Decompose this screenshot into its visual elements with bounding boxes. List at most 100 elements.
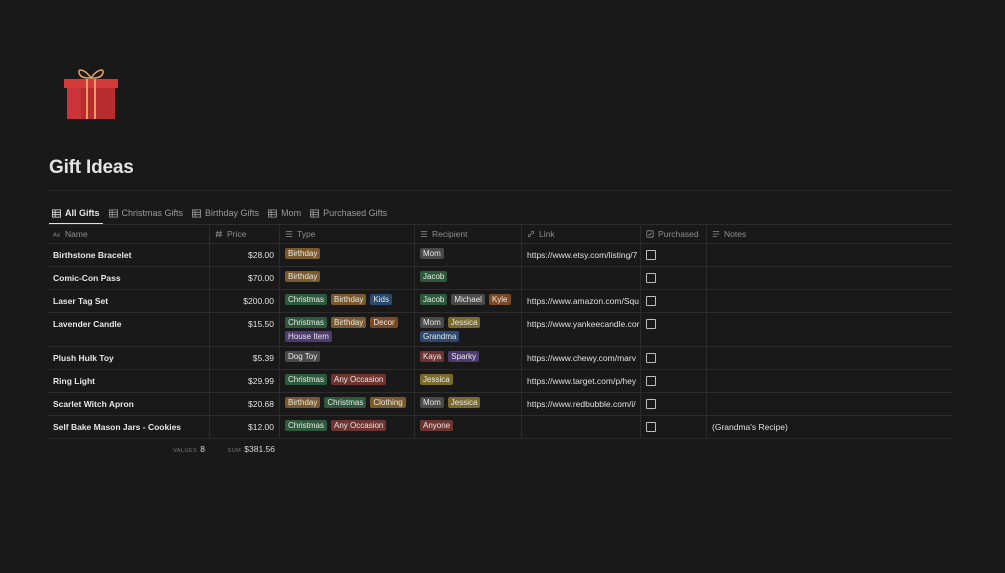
tag-birthday[interactable]: Birthday	[285, 397, 321, 408]
gift-recipient-cell[interactable]: Jacob Michael Kyle	[415, 290, 522, 312]
purchased-checkbox[interactable]	[646, 273, 656, 283]
tag-dog-toy[interactable]: Dog Toy	[285, 351, 321, 362]
gift-recipient-cell[interactable]: Mom	[415, 244, 522, 266]
table-row[interactable]: Self Bake Mason Jars - Cookies $12.00 Chri…	[48, 416, 952, 439]
gift-recipient-cell[interactable]: Mom Jessica	[415, 393, 522, 415]
tag-christmas[interactable]: Christmas	[285, 374, 328, 385]
tag-sparky[interactable]: Sparky	[448, 351, 480, 362]
gift-name[interactable]: Birthstone Bracelet	[48, 244, 210, 266]
column-header-name[interactable]: Aa Name	[48, 225, 210, 243]
gift-notes[interactable]: (Grandma's Recipe)	[712, 422, 788, 432]
tag-jessica[interactable]: Jessica	[447, 317, 481, 328]
tag-birthday[interactable]: Birthday	[331, 294, 367, 305]
tag-kyle[interactable]: Kyle	[488, 294, 511, 305]
purchased-checkbox[interactable]	[646, 296, 656, 306]
gift-link[interactable]	[522, 267, 641, 289]
tag-house-item[interactable]: House Item	[285, 331, 332, 342]
purchased-checkbox[interactable]	[646, 250, 656, 260]
tag-jessica[interactable]: Jessica	[420, 374, 453, 385]
gift-name[interactable]: Scarlet Witch Apron	[48, 393, 210, 415]
purchased-checkbox[interactable]	[646, 353, 656, 363]
purchased-cell[interactable]	[641, 290, 707, 312]
purchased-checkbox[interactable]	[646, 376, 656, 386]
table-row[interactable]: Ring Light $29.99 Christmas Any Occasion Jes…	[48, 370, 952, 393]
gift-notes[interactable]	[707, 347, 952, 369]
tag-christmas[interactable]: Christmas	[285, 294, 328, 305]
gift-notes[interactable]	[707, 244, 952, 266]
purchased-cell[interactable]	[641, 347, 707, 369]
table-row[interactable]: Lavender Candle $15.50 Christmas Birthday De…	[48, 313, 952, 347]
tag-mom[interactable]: Mom	[420, 397, 444, 408]
tab-mom[interactable]: Mom	[265, 204, 304, 222]
tag-mom[interactable]: Mom	[420, 248, 444, 259]
tab-birthday-gifts[interactable]: Birthday Gifts	[189, 204, 262, 222]
column-header-purchased[interactable]: Purchased	[641, 225, 707, 243]
gift-notes[interactable]	[707, 370, 952, 392]
tag-jessica[interactable]: Jessica	[447, 397, 481, 408]
tag-kaya[interactable]: Kaya	[420, 351, 445, 362]
purchased-checkbox[interactable]	[646, 422, 656, 432]
column-header-notes[interactable]: Notes	[707, 225, 952, 243]
gift-icon[interactable]	[62, 66, 120, 120]
table-row[interactable]: Laser Tag Set $200.00 Christmas Birthday Kid…	[48, 290, 952, 313]
tag-birthday[interactable]: Birthday	[285, 271, 321, 282]
purchased-cell[interactable]	[641, 244, 707, 266]
gift-recipient-cell[interactable]: Kaya Sparky	[415, 347, 522, 369]
gift-notes[interactable]	[707, 393, 952, 415]
gift-name[interactable]: Plush Hulk Toy	[48, 347, 210, 369]
gift-link[interactable]: https://www.amazon.com/Squ	[522, 290, 641, 312]
gift-link[interactable]: https://www.chewy.com/marv	[522, 347, 641, 369]
gift-name[interactable]: Comic-Con Pass	[48, 267, 210, 289]
gift-link[interactable]: https://www.redbubble.com/i/	[522, 393, 641, 415]
gift-type-cell[interactable]: Birthday Christmas Clothing	[280, 393, 415, 415]
purchased-cell[interactable]	[641, 416, 707, 438]
column-header-recipient[interactable]: Recipient	[415, 225, 522, 243]
gift-recipient-cell[interactable]: Jacob	[415, 267, 522, 289]
gift-type-cell[interactable]: Birthday	[280, 244, 415, 266]
column-header-link[interactable]: Link	[522, 225, 641, 243]
tag-any-occasion[interactable]: Any Occasion	[331, 374, 387, 385]
tag-grandma[interactable]: Grandma	[420, 331, 460, 342]
gift-price[interactable]: $29.99	[210, 370, 280, 392]
tag-kids[interactable]: Kids	[370, 294, 392, 305]
gift-price[interactable]: $20.68	[210, 393, 280, 415]
gift-notes[interactable]	[707, 290, 952, 312]
table-row[interactable]: Comic-Con Pass $70.00 Birthday Jacob	[48, 267, 952, 290]
gift-link[interactable]: https://www.etsy.com/listing/7	[522, 244, 641, 266]
tab-all-gifts[interactable]: All Gifts	[49, 204, 103, 225]
price-sum[interactable]: SUM $381.56	[227, 444, 275, 454]
table-row[interactable]: Birthstone Bracelet $28.00 Birthday Mom http…	[48, 244, 952, 267]
values-count[interactable]: VALUES 8	[172, 444, 205, 454]
gift-type-cell[interactable]: Christmas Birthday Decor House Item	[280, 313, 415, 346]
gift-price[interactable]: $5.39	[210, 347, 280, 369]
gift-type-cell[interactable]: Christmas Any Occasion	[280, 416, 415, 438]
gift-name[interactable]: Lavender Candle	[48, 313, 210, 346]
gift-recipient-cell[interactable]: Mom Jessica Grandma	[415, 313, 522, 346]
tag-decor[interactable]: Decor	[370, 317, 398, 328]
tag-any-occasion[interactable]: Any Occasion	[331, 420, 387, 431]
tag-mom[interactable]: Mom	[420, 317, 444, 328]
gift-type-cell[interactable]: Christmas Birthday Kids	[280, 290, 415, 312]
gift-link[interactable]: https://www.target.com/p/hey	[522, 370, 641, 392]
column-header-type[interactable]: Type	[280, 225, 415, 243]
gift-price[interactable]: $15.50	[210, 313, 280, 346]
gift-name[interactable]: Laser Tag Set	[48, 290, 210, 312]
gift-type-cell[interactable]: Dog Toy	[280, 347, 415, 369]
tag-michael[interactable]: Michael	[451, 294, 485, 305]
purchased-cell[interactable]	[641, 393, 707, 415]
gift-recipient-cell[interactable]: Jessica	[415, 370, 522, 392]
gift-name[interactable]: Ring Light	[48, 370, 210, 392]
tag-christmas[interactable]: Christmas	[285, 317, 328, 328]
tag-birthday[interactable]: Birthday	[331, 317, 367, 328]
tag-christmas[interactable]: Christmas	[285, 420, 328, 431]
tag-jacob[interactable]: Jacob	[420, 294, 448, 305]
gift-price[interactable]: $70.00	[210, 267, 280, 289]
tag-clothing[interactable]: Clothing	[370, 397, 406, 408]
table-row[interactable]: Scarlet Witch Apron $20.68 Birthday Christm…	[48, 393, 952, 416]
gift-price[interactable]: $28.00	[210, 244, 280, 266]
purchased-cell[interactable]	[641, 267, 707, 289]
purchased-checkbox[interactable]	[646, 399, 656, 409]
gift-link[interactable]: https://www.yankeecandle.cor	[522, 313, 641, 346]
column-header-price[interactable]: Price	[210, 225, 280, 243]
gift-type-cell[interactable]: Birthday	[280, 267, 415, 289]
